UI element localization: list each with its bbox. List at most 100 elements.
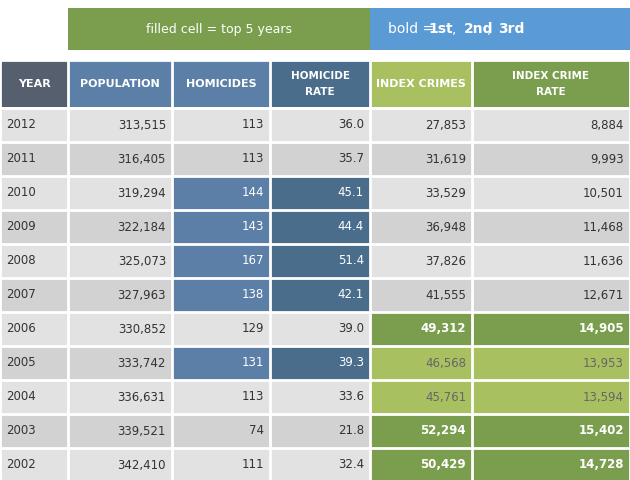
Text: 2008: 2008 [6, 254, 36, 267]
Text: 45.1: 45.1 [338, 187, 364, 200]
Text: 2005: 2005 [6, 357, 36, 370]
Bar [270, 108, 370, 142]
Bar [172, 210, 270, 244]
Bar [270, 448, 370, 480]
Bar [370, 60, 472, 108]
Text: 52,294: 52,294 [420, 424, 466, 437]
Text: 143: 143 [242, 220, 264, 233]
Text: INDEX CRIME: INDEX CRIME [512, 71, 590, 81]
Bar [0, 210, 68, 244]
Text: 41,555: 41,555 [425, 288, 466, 301]
Text: 45,761: 45,761 [425, 391, 466, 404]
Text: 313,515: 313,515 [118, 119, 166, 132]
Bar [270, 142, 370, 176]
Bar [0, 244, 68, 278]
Text: 39.3: 39.3 [338, 357, 364, 370]
Text: 13,594: 13,594 [583, 391, 624, 404]
Bar [472, 278, 630, 312]
Bar [472, 414, 630, 448]
Text: 10,501: 10,501 [583, 187, 624, 200]
Bar [472, 176, 630, 210]
Text: 2012: 2012 [6, 119, 36, 132]
Text: 129: 129 [241, 323, 264, 336]
Text: 2010: 2010 [6, 187, 36, 200]
Text: 15,402: 15,402 [578, 424, 624, 437]
Bar [370, 380, 472, 414]
Text: 50,429: 50,429 [420, 458, 466, 471]
Bar [270, 60, 370, 108]
Bar [270, 210, 370, 244]
Text: 42.1: 42.1 [338, 288, 364, 301]
Text: 2009: 2009 [6, 220, 36, 233]
Bar [270, 414, 370, 448]
Bar [0, 448, 68, 480]
Bar [472, 346, 630, 380]
Text: 144: 144 [241, 187, 264, 200]
Text: 113: 113 [242, 153, 264, 166]
Text: 316,405: 316,405 [118, 153, 166, 166]
Bar [172, 244, 270, 278]
Bar [472, 448, 630, 480]
Bar [68, 312, 172, 346]
Bar [270, 244, 370, 278]
Text: 74: 74 [249, 424, 264, 437]
Text: 325,073: 325,073 [118, 254, 166, 267]
Text: INDEX CRIMES: INDEX CRIMES [376, 79, 466, 89]
Text: 14,905: 14,905 [578, 323, 624, 336]
Text: HOMICIDES: HOMICIDES [186, 79, 256, 89]
Bar [172, 108, 270, 142]
Text: 27,853: 27,853 [425, 119, 466, 132]
Bar [172, 448, 270, 480]
Text: 342,410: 342,410 [118, 458, 166, 471]
Text: 327,963: 327,963 [118, 288, 166, 301]
Bar [172, 312, 270, 346]
Bar [172, 142, 270, 176]
Bar [370, 176, 472, 210]
Text: 330,852: 330,852 [118, 323, 166, 336]
Text: 138: 138 [242, 288, 264, 301]
Bar [0, 380, 68, 414]
Bar [68, 244, 172, 278]
Bar [270, 278, 370, 312]
Bar [472, 210, 630, 244]
Bar [68, 142, 172, 176]
Bar [0, 108, 68, 142]
Text: 13,953: 13,953 [583, 357, 624, 370]
Bar [370, 448, 472, 480]
Text: 113: 113 [242, 119, 264, 132]
Text: 14,728: 14,728 [578, 458, 624, 471]
Text: 2007: 2007 [6, 288, 36, 301]
Text: 51.4: 51.4 [338, 254, 364, 267]
Bar [0, 312, 68, 346]
Bar [370, 244, 472, 278]
Bar [370, 142, 472, 176]
Text: 33.6: 33.6 [338, 391, 364, 404]
Text: 2nd: 2nd [464, 22, 493, 36]
Text: 111: 111 [241, 458, 264, 471]
Bar [0, 414, 68, 448]
Bar [270, 380, 370, 414]
Text: HOMICIDE: HOMICIDE [290, 71, 350, 81]
Text: 1st: 1st [428, 22, 453, 36]
Bar [270, 176, 370, 210]
Bar [68, 414, 172, 448]
Text: 2004: 2004 [6, 391, 36, 404]
Text: 113: 113 [242, 391, 264, 404]
Text: 2006: 2006 [6, 323, 36, 336]
Bar [0, 278, 68, 312]
Text: 11,636: 11,636 [583, 254, 624, 267]
Text: 131: 131 [242, 357, 264, 370]
Bar [68, 8, 370, 50]
Text: 11,468: 11,468 [583, 220, 624, 233]
Text: RATE: RATE [305, 87, 335, 97]
Bar [472, 142, 630, 176]
Bar [172, 346, 270, 380]
Text: bold =: bold = [388, 22, 438, 36]
Bar [270, 312, 370, 346]
Text: 39.0: 39.0 [338, 323, 364, 336]
Bar [370, 108, 472, 142]
Text: 44.4: 44.4 [338, 220, 364, 233]
Bar [370, 346, 472, 380]
Bar [68, 210, 172, 244]
Bar [370, 278, 472, 312]
